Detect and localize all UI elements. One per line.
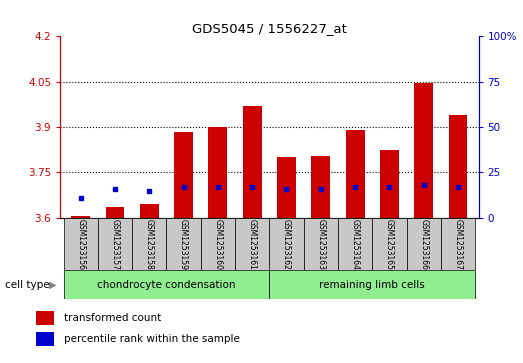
Text: GSM1253159: GSM1253159: [179, 219, 188, 270]
FancyBboxPatch shape: [441, 218, 475, 270]
Bar: [380, 150, 399, 218]
Bar: [277, 157, 296, 218]
FancyBboxPatch shape: [132, 218, 166, 270]
Text: GSM1253158: GSM1253158: [145, 219, 154, 270]
Bar: [36, 311, 54, 325]
Text: GSM1253162: GSM1253162: [282, 219, 291, 270]
Bar: [311, 156, 330, 218]
FancyBboxPatch shape: [64, 270, 269, 299]
FancyBboxPatch shape: [166, 218, 201, 270]
FancyBboxPatch shape: [269, 270, 475, 299]
Text: transformed count: transformed count: [64, 313, 161, 323]
Text: cell type: cell type: [5, 280, 50, 290]
Text: GSM1253164: GSM1253164: [350, 219, 360, 270]
Text: GSM1253166: GSM1253166: [419, 219, 428, 270]
Bar: [106, 207, 124, 218]
FancyBboxPatch shape: [338, 218, 372, 270]
FancyBboxPatch shape: [98, 218, 132, 270]
FancyBboxPatch shape: [269, 218, 304, 270]
FancyBboxPatch shape: [64, 218, 98, 270]
FancyBboxPatch shape: [235, 218, 269, 270]
Text: GSM1253161: GSM1253161: [248, 219, 257, 270]
FancyBboxPatch shape: [372, 218, 406, 270]
Title: GDS5045 / 1556227_at: GDS5045 / 1556227_at: [192, 22, 347, 35]
Bar: [346, 130, 365, 218]
Text: percentile rank within the sample: percentile rank within the sample: [64, 334, 240, 344]
FancyBboxPatch shape: [406, 218, 441, 270]
FancyBboxPatch shape: [201, 218, 235, 270]
FancyBboxPatch shape: [304, 218, 338, 270]
Bar: [209, 127, 228, 218]
Text: ▶: ▶: [49, 280, 56, 290]
Text: GSM1253167: GSM1253167: [453, 219, 462, 270]
Bar: [414, 83, 433, 218]
Bar: [71, 216, 90, 218]
Text: GSM1253157: GSM1253157: [110, 219, 120, 270]
Text: GSM1253165: GSM1253165: [385, 219, 394, 270]
Bar: [449, 115, 468, 218]
Bar: [140, 204, 159, 218]
Text: GSM1253163: GSM1253163: [316, 219, 325, 270]
Text: remaining limb cells: remaining limb cells: [320, 280, 425, 290]
Bar: [174, 132, 193, 218]
Bar: [36, 332, 54, 346]
Text: chondrocyte condensation: chondrocyte condensation: [97, 280, 236, 290]
Bar: [243, 106, 262, 218]
Text: GSM1253160: GSM1253160: [213, 219, 222, 270]
Text: GSM1253156: GSM1253156: [76, 219, 85, 270]
